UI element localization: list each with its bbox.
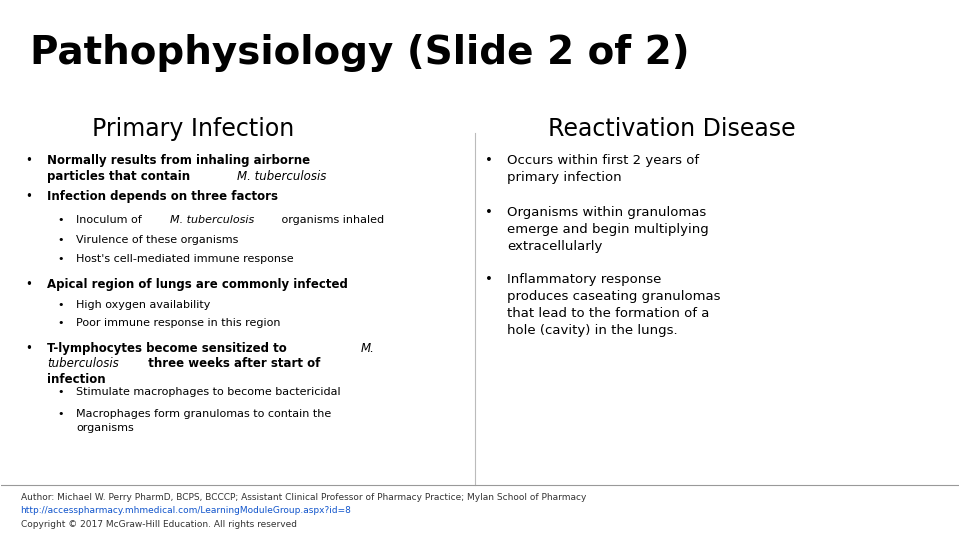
Text: infection: infection [47,373,106,386]
Text: http://accesspharmacy.mhmedical.com/LearningModuleGroup.aspx?id=8: http://accesspharmacy.mhmedical.com/Lear… [20,507,351,515]
Text: organisms inhaled: organisms inhaled [278,215,384,225]
Text: •: • [485,154,492,167]
Text: particles that contain: particles that contain [47,170,195,183]
Text: Host's cell-mediated immune response: Host's cell-mediated immune response [76,254,294,264]
Text: •: • [485,273,492,286]
Text: M. tuberculosis: M. tuberculosis [170,215,253,225]
Text: •: • [25,191,33,204]
Text: •: • [485,206,492,219]
Text: M. tuberculosis: M. tuberculosis [237,170,326,183]
Text: •: • [57,215,63,225]
Text: •: • [57,300,63,310]
Text: •: • [25,278,33,291]
Text: Poor immune response in this region: Poor immune response in this region [76,319,280,328]
Text: •: • [57,409,63,419]
Text: Pathophysiology (Slide 2 of 2): Pathophysiology (Slide 2 of 2) [30,33,689,72]
Text: Reactivation Disease: Reactivation Disease [547,117,795,141]
Text: Copyright © 2017 McGraw-Hill Education. All rights reserved: Copyright © 2017 McGraw-Hill Education. … [20,520,297,529]
Text: Author: Michael W. Perry PharmD, BCPS, BCCCP; Assistant Clinical Professor of Ph: Author: Michael W. Perry PharmD, BCPS, B… [20,493,586,502]
Text: •: • [57,254,63,264]
Text: Organisms within granulomas
emerge and begin multiplying
extracellularly: Organisms within granulomas emerge and b… [507,206,708,253]
Text: •: • [57,387,63,396]
Text: T-lymphocytes become sensitized to: T-lymphocytes become sensitized to [47,342,291,355]
Text: Stimulate macrophages to become bactericidal: Stimulate macrophages to become bacteric… [76,387,341,396]
Text: M.: M. [361,342,375,355]
Text: three weeks after start of: three weeks after start of [139,357,320,370]
Text: Normally results from inhaling airborne: Normally results from inhaling airborne [47,154,310,167]
Text: Primary Infection: Primary Infection [92,117,294,141]
Text: High oxygen availability: High oxygen availability [76,300,210,310]
Text: organisms: organisms [76,423,133,433]
Text: Macrophages form granulomas to contain the: Macrophages form granulomas to contain t… [76,409,331,419]
Text: •: • [25,342,33,355]
Text: Apical region of lungs are commonly infected: Apical region of lungs are commonly infe… [47,278,348,291]
Text: •: • [25,154,33,167]
Text: tuberculosis: tuberculosis [47,357,119,370]
Text: Virulence of these organisms: Virulence of these organisms [76,234,238,245]
Text: Inoculum of: Inoculum of [76,215,149,225]
Text: Infection depends on three factors: Infection depends on three factors [47,191,278,204]
Text: Occurs within first 2 years of
primary infection: Occurs within first 2 years of primary i… [507,154,699,185]
Text: Inflammatory response
produces caseating granulomas
that lead to the formation o: Inflammatory response produces caseating… [507,273,720,336]
Text: •: • [57,234,63,245]
Text: •: • [57,319,63,328]
